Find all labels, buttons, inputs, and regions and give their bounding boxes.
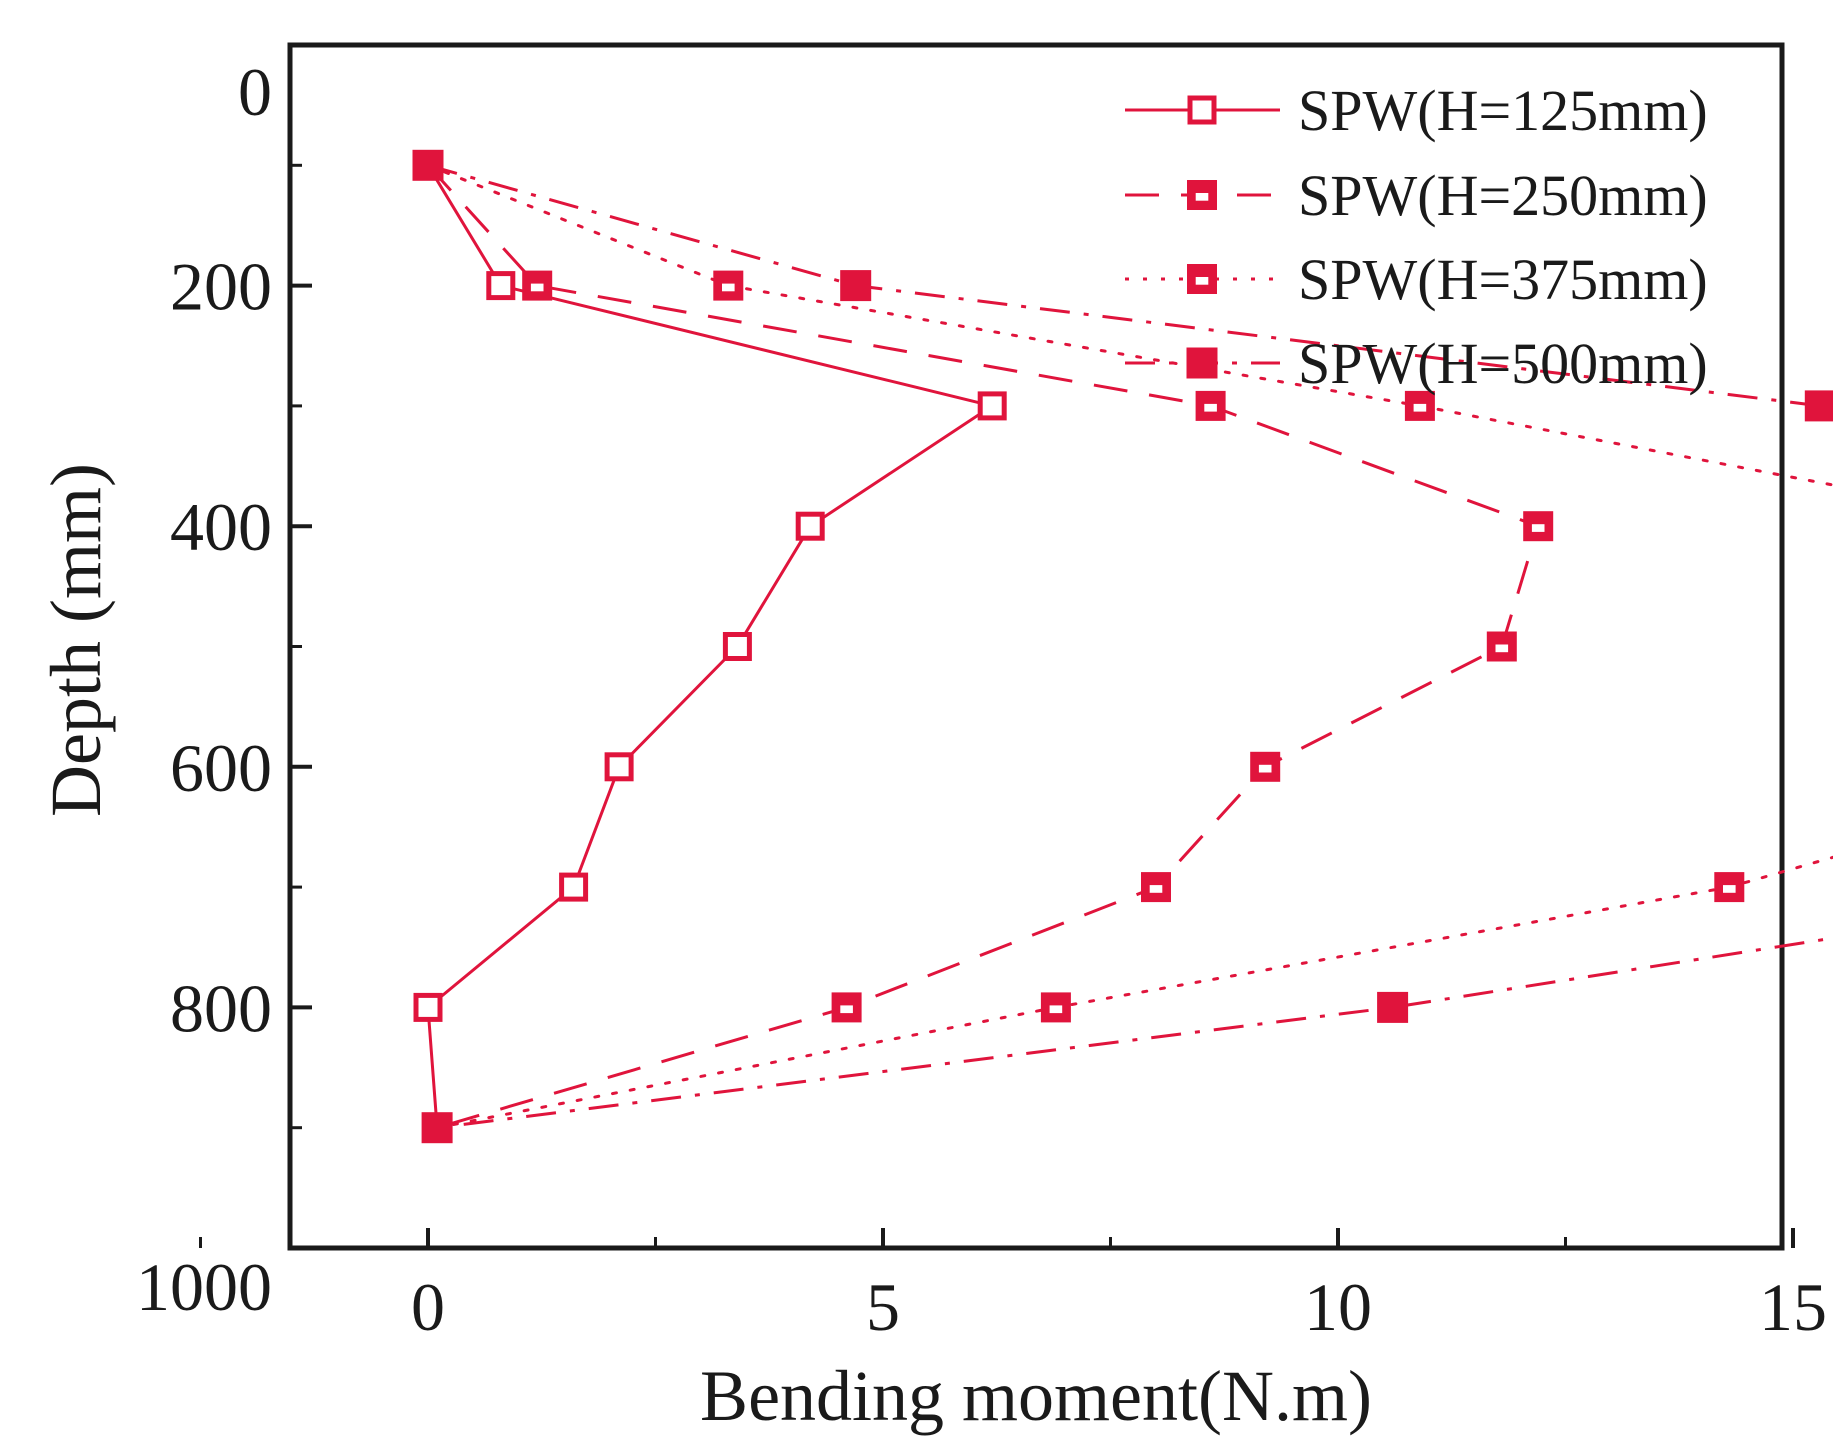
data-point [1187, 95, 1217, 125]
data-point [486, 271, 516, 301]
data-point [413, 992, 443, 1022]
data-point [1486, 631, 1517, 662]
data-point [1187, 264, 1217, 294]
data-point [1186, 347, 1218, 379]
series-line [427, 163, 1833, 1130]
data-point [1250, 751, 1281, 782]
data-point [604, 752, 634, 782]
series-4 [412, 149, 1833, 1144]
data-point [421, 1112, 453, 1144]
data-point [977, 391, 1007, 421]
legend-label: SPW(H=250mm) [1298, 163, 1708, 228]
data-point [1714, 872, 1745, 903]
legend-item: SPW(H=250mm) [1125, 163, 1708, 228]
data-point [795, 511, 825, 541]
data-point [831, 992, 862, 1023]
legend-item: SPW(H=500mm) [1125, 331, 1708, 396]
legend-item: SPW(H=125mm) [1125, 78, 1708, 143]
y-tick-label: 1000 [136, 1249, 272, 1325]
data-point [713, 270, 744, 301]
data-point [1141, 872, 1171, 903]
data-point [559, 872, 589, 902]
data-point [1804, 390, 1833, 422]
series-layer [412, 149, 1833, 1144]
x-axis-title: Bending moment(N.m) [700, 1356, 1372, 1436]
data-point [1040, 992, 1071, 1023]
y-tick-label: 600 [170, 730, 272, 806]
y-tick-label: 400 [170, 489, 272, 565]
data-point [412, 149, 444, 181]
series-line [426, 163, 1833, 1130]
legend-label: SPW(H=125mm) [1298, 78, 1708, 143]
x-tick-label: 10 [1304, 1269, 1372, 1345]
x-tick-label: 5 [866, 1269, 900, 1345]
data-point [722, 632, 752, 661]
legend-label: SPW(H=375mm) [1298, 247, 1708, 312]
data-point [840, 270, 872, 302]
data-point [1377, 991, 1409, 1023]
data-point [1195, 390, 1226, 421]
y-tick-label: 200 [170, 249, 272, 325]
data-point [1404, 390, 1435, 421]
y-axis-ticks: 0 200 400 600 800 1000 [136, 54, 312, 1325]
legend-item: SPW(H=375mm) [1125, 247, 1708, 312]
data-point [1523, 511, 1554, 542]
x-tick-label: 0 [411, 1269, 445, 1345]
x-axis-ticks: 051015202530 [199, 1228, 1827, 1345]
legend: SPW(H=125mm) SPW(H=250mm) SPW(H=375mm) SPW(… [1125, 78, 1708, 396]
y-axis-title: Depth (mm) [36, 463, 116, 817]
data-point [1187, 180, 1217, 210]
y-tick-label: 0 [238, 54, 272, 130]
x-tick-label: 15 [1759, 1269, 1827, 1345]
y-tick-label: 800 [170, 970, 272, 1046]
series-line [426, 164, 994, 1128]
series-1 [413, 150, 1007, 1143]
legend-label: SPW(H=500mm) [1298, 331, 1708, 396]
data-point [522, 270, 553, 301]
